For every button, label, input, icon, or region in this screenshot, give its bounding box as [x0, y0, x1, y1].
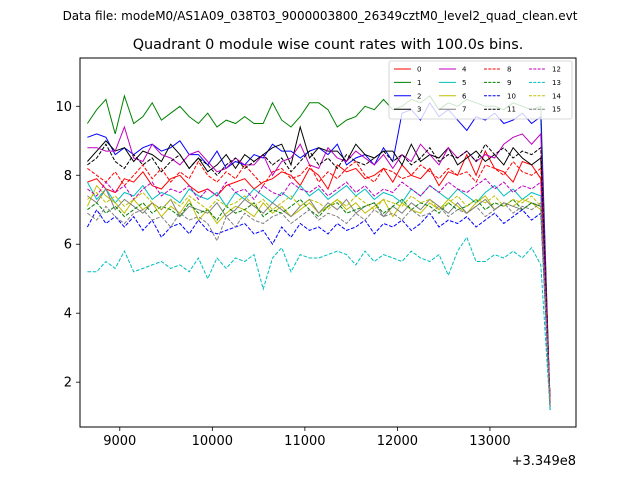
series-line-5 — [86, 181, 551, 407]
series-layer — [86, 94, 551, 410]
legend-label-5: 5 — [462, 79, 466, 87]
legend-label-8: 8 — [507, 66, 511, 74]
plot-frame — [79, 57, 577, 428]
legend-label-11: 11 — [507, 106, 516, 114]
x-tick-label-9000: 9000 — [103, 434, 136, 449]
legend-label-1: 1 — [417, 79, 421, 87]
series-line-8 — [87, 160, 551, 400]
series-line-9 — [87, 198, 551, 407]
legend-label-6: 6 — [462, 92, 467, 100]
legend-label-12: 12 — [552, 66, 561, 74]
series-line-11 — [87, 143, 551, 403]
y-tick-label-2: 2 — [64, 376, 72, 391]
series-line-12 — [87, 178, 551, 403]
suptitle: Data file: modeM0/AS1A09_038T03_90000038… — [63, 9, 578, 23]
x-tick-label-12000: 12000 — [377, 434, 418, 449]
series-line-15 — [87, 201, 551, 407]
chart-title: Quadrant 0 module wise count rates with … — [133, 37, 524, 53]
series-line-7 — [87, 187, 551, 407]
y-tick-label-10: 10 — [55, 100, 72, 115]
legend-label-2: 2 — [417, 92, 421, 100]
legend-label-3: 3 — [417, 106, 421, 114]
x-offset-label: +3.349e8 — [512, 454, 576, 469]
legend-label-14: 14 — [552, 92, 561, 100]
legend-label-13: 13 — [552, 79, 561, 87]
series-line-13 — [87, 236, 551, 410]
y-tick-label-4: 4 — [64, 307, 72, 322]
legend-label-4: 4 — [462, 66, 467, 74]
y-tick-label-6: 6 — [64, 238, 72, 253]
x-tick-label-13000: 13000 — [469, 434, 510, 449]
legend-label-15: 15 — [552, 106, 561, 114]
series-line-14 — [87, 191, 551, 407]
series-line-1 — [86, 94, 551, 407]
series-line-4 — [87, 125, 551, 403]
x-tick-label-10000: 10000 — [192, 434, 233, 449]
series-line-10 — [86, 208, 551, 410]
legend-label-0: 0 — [417, 66, 421, 74]
legend-label-9: 9 — [507, 79, 511, 87]
series-line-0 — [87, 149, 551, 400]
x-tick-label-11000: 11000 — [284, 434, 325, 449]
legend-label-10: 10 — [507, 92, 516, 100]
y-tick-label-8: 8 — [64, 169, 72, 184]
legend-label-7: 7 — [462, 106, 466, 114]
legend-box — [388, 60, 573, 120]
